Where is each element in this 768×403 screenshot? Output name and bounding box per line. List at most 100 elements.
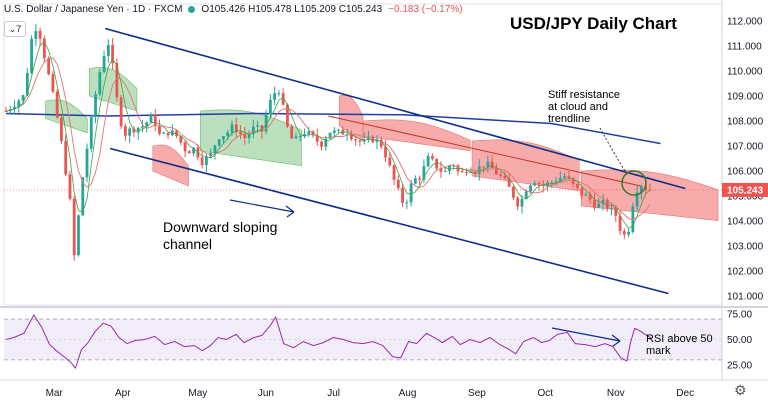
candle-down (575, 183, 579, 188)
candle-up (558, 177, 562, 182)
last-price-label: 105.243 (727, 185, 764, 196)
candle-down (588, 194, 592, 200)
ichimoku-cloud-bearish (362, 119, 471, 152)
candle-up (247, 134, 251, 139)
candle-up (277, 93, 281, 95)
annotation-resistance: Stiff resistance at cloud and trendline (548, 89, 620, 125)
y-tick-label: 102.000 (727, 267, 764, 278)
candle-up (584, 194, 588, 196)
x-tick-label: Oct (537, 388, 553, 399)
candle-up (136, 127, 140, 133)
candle-down (618, 215, 622, 231)
candle-down (153, 114, 157, 127)
candle-down (537, 183, 541, 185)
candle-down (605, 200, 609, 209)
candle-up (375, 139, 379, 143)
candle-down (183, 142, 187, 152)
candle-up (554, 181, 558, 183)
candle-up (230, 124, 234, 133)
ichimoku-conversion-line (5, 41, 651, 229)
candle-up (162, 132, 166, 134)
candle-down (315, 135, 319, 142)
candle-up (639, 186, 643, 193)
candle-down (354, 139, 358, 141)
candle-down (418, 178, 422, 180)
candle-down (234, 124, 238, 133)
ichimoku-cloud-bearish (152, 144, 189, 187)
candle-down (55, 91, 59, 118)
candle-up (345, 134, 349, 136)
candle-down (439, 168, 443, 172)
candle-up (89, 117, 93, 149)
candle-up (81, 177, 85, 216)
x-tick-label: Aug (399, 388, 417, 399)
last-price-badge (722, 182, 768, 197)
candle-up (307, 131, 311, 135)
candle-up (77, 215, 80, 256)
candle-up (469, 172, 473, 174)
candle-up (217, 139, 221, 146)
candle-down (72, 198, 76, 256)
candle-down (384, 146, 387, 158)
market-status-icon (188, 6, 196, 13)
candle-down (311, 131, 315, 136)
candle-up (34, 30, 38, 39)
candle-up (426, 155, 430, 167)
y-tick-label: 101.000 (727, 292, 764, 303)
candle-down (42, 38, 46, 59)
indicators-toggle-button[interactable]: ⌄7 (4, 21, 26, 37)
price-pane (3, 3, 723, 306)
candle-down (349, 134, 353, 140)
candle-up (13, 106, 16, 110)
y-tick-label: 110.000 (727, 67, 763, 78)
candle-up (520, 199, 524, 207)
channel-upper-line (104, 27, 686, 190)
candle-up (601, 200, 605, 204)
y-tick-label: 112.000 (727, 17, 763, 28)
annotation-resistance-line-2: at cloud and (548, 101, 608, 113)
symbol-label[interactable]: U.S. Dollar / Japanese Yen · 1D · FXCM (4, 4, 183, 15)
candle-up (550, 182, 554, 184)
candle-down (379, 139, 383, 147)
candle-down (567, 176, 571, 179)
ichimoku-cloud-bullish (200, 109, 302, 167)
candle-up (102, 56, 106, 73)
candle-up (422, 166, 426, 180)
candle-up (21, 95, 25, 101)
candle-down (243, 134, 247, 139)
candle-down (38, 30, 42, 39)
candle-down (286, 104, 289, 127)
annotation-rsi: RSI above 50 mark (646, 333, 713, 357)
resistance-highlight-circle (621, 170, 647, 196)
candle-down (499, 174, 503, 176)
rsi-tick-label: 25.00 (727, 361, 752, 372)
candle-down (260, 125, 264, 132)
ohlc-values: O105.426 H105.478 L105.209 C105.243 (201, 4, 383, 15)
candle-down (507, 178, 511, 187)
gear-icon[interactable]: ⚙ (734, 382, 747, 398)
candle-down (158, 126, 161, 134)
candle-up (328, 132, 332, 139)
candle-up (192, 147, 196, 154)
candle-down (111, 45, 115, 64)
rsi-tick-label: 75.00 (727, 310, 752, 321)
candle-down (503, 175, 507, 179)
annotation-rsi-line-2: mark (646, 345, 671, 357)
y-tick-label: 108.000 (727, 117, 764, 128)
candle-down (51, 74, 55, 92)
y-tick-label: 105.000 (727, 192, 764, 203)
candle-down (281, 93, 285, 105)
candle-down (200, 157, 204, 165)
annotation-rsi-line-1: RSI above 50 (646, 333, 713, 345)
x-tick-label: Sep (468, 388, 486, 399)
candle-up (256, 125, 259, 127)
y-tick-label: 107.000 (727, 142, 764, 153)
candle-down (60, 117, 63, 142)
candle-up (332, 130, 336, 133)
candle-up (17, 100, 21, 107)
candle-down (392, 165, 396, 180)
candle-down (494, 168, 498, 175)
candle-down (512, 186, 515, 198)
